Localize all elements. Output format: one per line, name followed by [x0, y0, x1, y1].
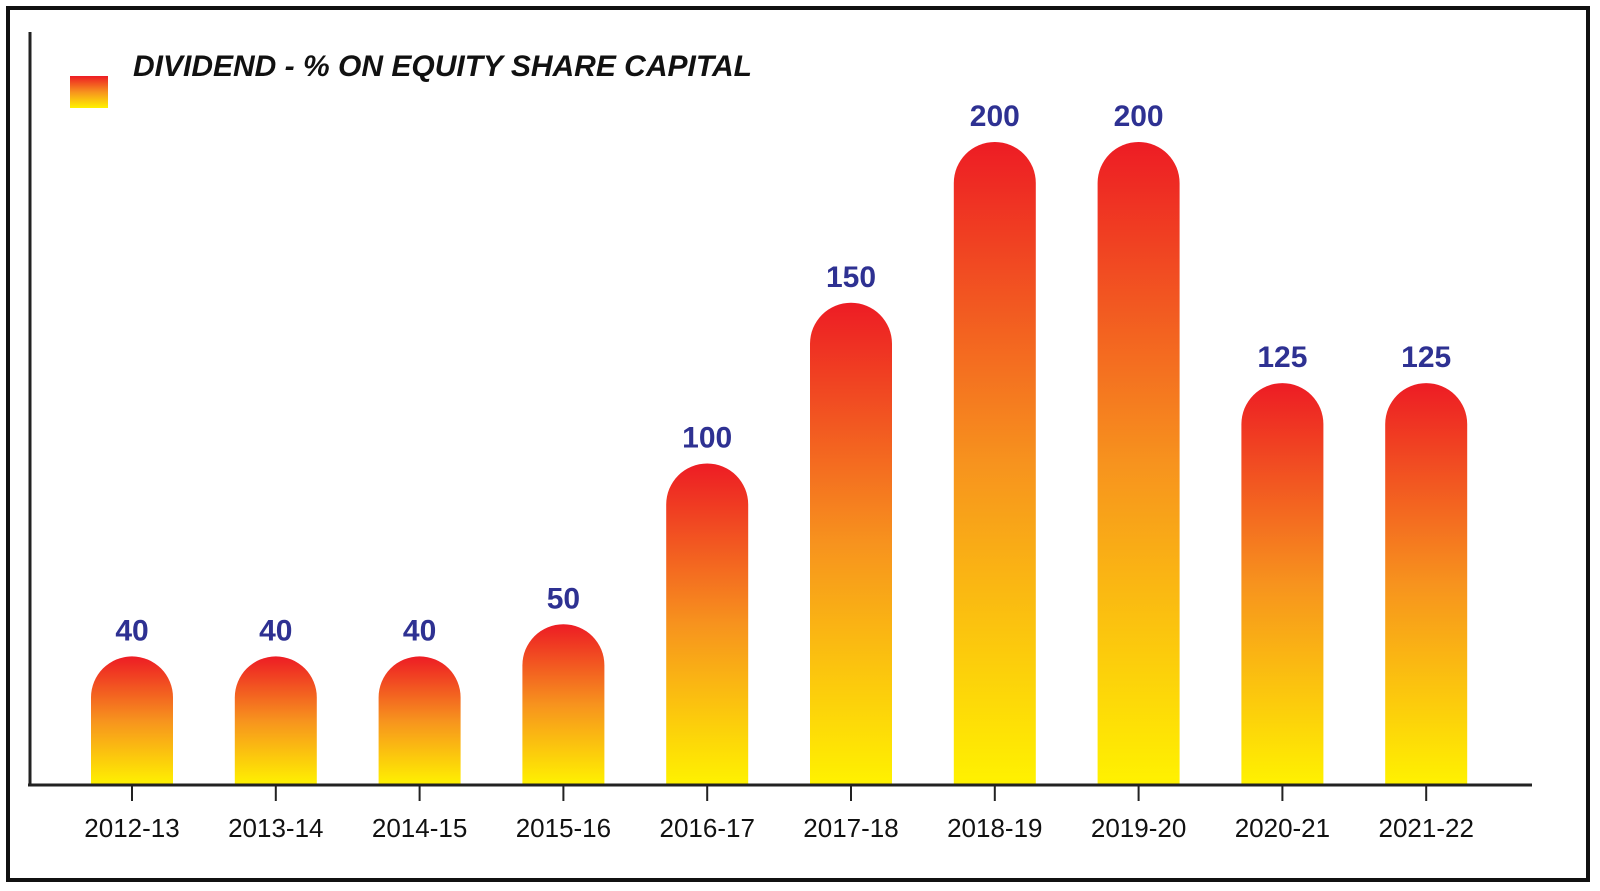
value-label-2013-14: 40	[259, 614, 292, 647]
legend: DIVIDEND - % ON EQUITY SHARE CAPITAL	[70, 50, 752, 108]
bar-2013-14	[234, 656, 317, 785]
bars-layer	[91, 141, 1468, 785]
value-label-2018-19: 200	[970, 100, 1020, 133]
value-label-2020-21: 125	[1257, 341, 1307, 374]
legend-label: DIVIDEND - % ON EQUITY SHARE CAPITAL	[133, 50, 752, 83]
ticks-layer	[131, 785, 1428, 801]
x-tick-label-2018-19: 2018-19	[947, 813, 1042, 843]
x-tick-label-2020-21: 2020-21	[1235, 813, 1330, 843]
value-labels-layer: 40 40 40 50 100 150 200 200 125 125	[115, 100, 1451, 647]
x-tick-label-2016-17: 2016-17	[659, 813, 754, 843]
x-tick-label-2015-16: 2015-16	[516, 813, 611, 843]
bar-2019-20	[1097, 142, 1180, 785]
bar-2017-18	[810, 302, 892, 785]
value-label-2019-20: 200	[1114, 100, 1164, 133]
value-label-2021-22: 125	[1401, 341, 1451, 374]
legend-swatch	[70, 76, 108, 108]
bar-2015-16	[522, 624, 605, 785]
x-tick-label-2014-15: 2014-15	[372, 813, 467, 843]
value-label-2012-13: 40	[115, 614, 148, 647]
bar-2018-19	[953, 141, 1036, 785]
bar-2020-21	[1241, 383, 1324, 785]
value-label-2014-15: 40	[403, 614, 436, 647]
x-tick-label-2017-18: 2017-18	[803, 813, 898, 843]
x-tick-label-2013-14: 2013-14	[228, 813, 323, 843]
x-tick-label-2021-22: 2021-22	[1378, 813, 1473, 843]
value-label-2017-18: 150	[826, 261, 876, 294]
bar-2014-15	[378, 656, 461, 785]
x-tick-label-2019-20: 2019-20	[1091, 813, 1186, 843]
bar-2012-13	[91, 656, 173, 785]
x-tick-label-2012-13: 2012-13	[84, 813, 179, 843]
bar-2021-22	[1385, 383, 1468, 785]
value-label-2016-17: 100	[682, 422, 732, 455]
value-label-2015-16: 50	[547, 582, 580, 615]
bar-2016-17	[666, 463, 749, 785]
tick-labels-layer: 2012-13 2013-14 2014-15 2015-16 2016-17 2017-…	[84, 813, 1474, 843]
